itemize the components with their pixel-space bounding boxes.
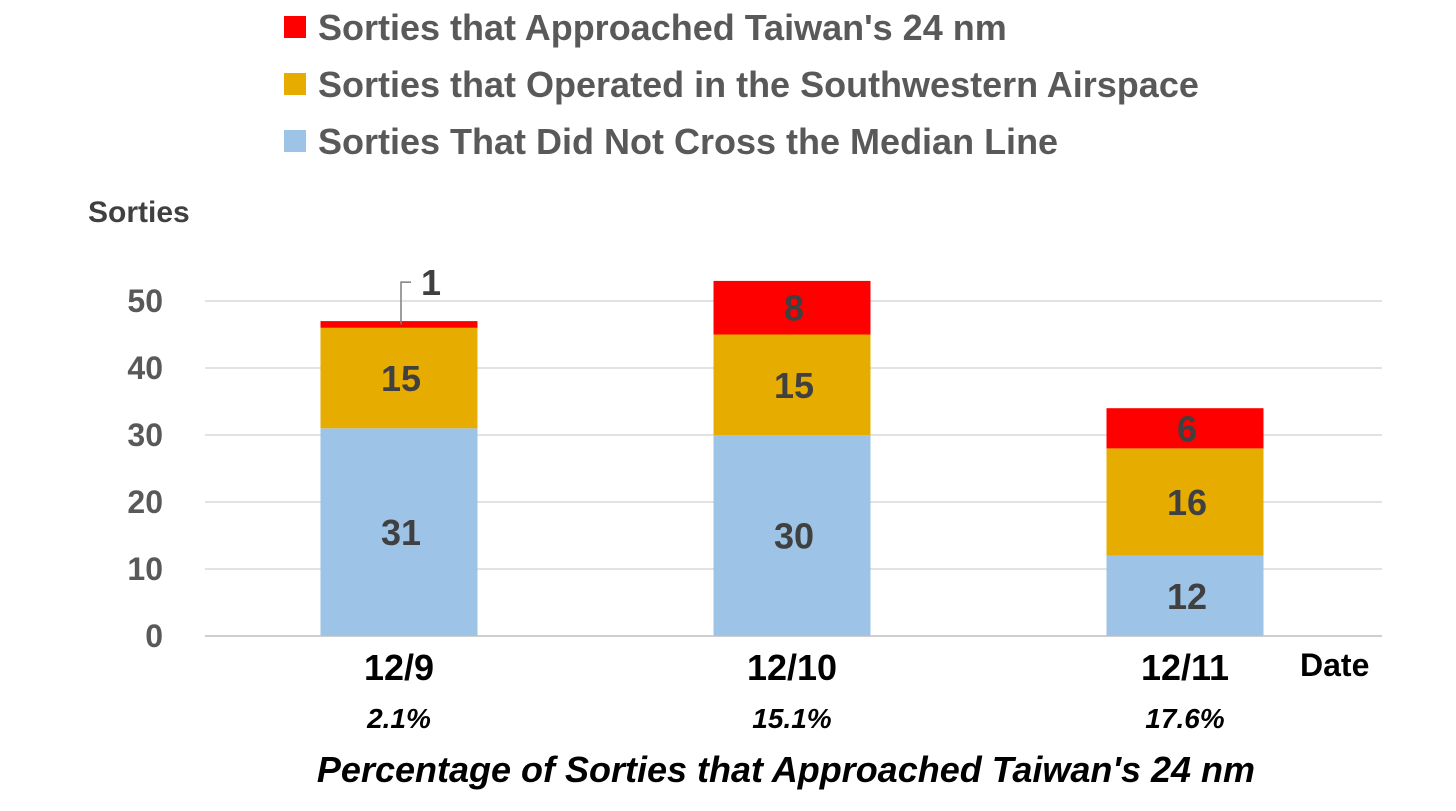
y-tick-label: 40 bbox=[127, 350, 163, 386]
bar-segment bbox=[713, 280, 871, 335]
data-label: 15 bbox=[774, 365, 814, 406]
x-tick-label: 12/10 bbox=[747, 647, 837, 688]
data-label: 1 bbox=[421, 262, 441, 303]
data-label: 12 bbox=[1167, 576, 1207, 617]
percentage-label: 17.6% bbox=[1145, 703, 1224, 734]
data-label: 30 bbox=[774, 516, 814, 557]
bar-segment bbox=[320, 321, 478, 328]
legend-label: Sorties that Approached Taiwan's 24 nm bbox=[318, 7, 1007, 48]
y-axis-ticks: 0 10 20 30 40 50 bbox=[127, 283, 163, 654]
x-axis-ticks: 12/9 2.1% 12/10 15.1% 12/11 17.6% bbox=[364, 647, 1229, 734]
percentage-label: 2.1% bbox=[366, 703, 431, 734]
y-tick-label: 20 bbox=[127, 484, 163, 520]
legend-label: Sorties that Operated in the Southwester… bbox=[318, 64, 1199, 105]
legend-swatch bbox=[284, 130, 306, 152]
data-label-leader bbox=[400, 281, 411, 325]
percentage-label: 15.1% bbox=[752, 703, 831, 734]
bar-segment bbox=[1106, 448, 1264, 556]
bar-segment bbox=[1106, 408, 1264, 449]
bar-segment bbox=[1106, 555, 1264, 636]
x-tick-label: 12/11 bbox=[1141, 647, 1229, 688]
bars: 31 15 1 30 15 8 12 16 6 bbox=[320, 262, 1264, 636]
data-label: 16 bbox=[1167, 482, 1207, 523]
data-label: 15 bbox=[381, 358, 421, 399]
x-tick-label: 12/9 bbox=[364, 647, 434, 688]
data-label: 8 bbox=[784, 288, 804, 329]
legend-swatch bbox=[284, 16, 306, 38]
y-tick-label: 30 bbox=[127, 417, 163, 453]
percentage-caption: Percentage of Sorties that Approached Ta… bbox=[317, 749, 1255, 790]
legend: Sorties that Approached Taiwan's 24 nm So… bbox=[284, 7, 1199, 162]
y-tick-label: 10 bbox=[127, 551, 163, 587]
y-axis-title: Sorties bbox=[88, 196, 190, 229]
bar-segment bbox=[320, 428, 478, 636]
legend-swatch bbox=[284, 73, 306, 95]
y-tick-label: 50 bbox=[127, 283, 163, 319]
data-label: 6 bbox=[1177, 408, 1197, 449]
x-axis-title: Date bbox=[1300, 647, 1369, 683]
bar-segment bbox=[713, 435, 871, 636]
legend-label: Sorties That Did Not Cross the Median Li… bbox=[318, 121, 1058, 162]
data-label: 31 bbox=[381, 512, 421, 553]
y-tick-label: 0 bbox=[145, 618, 163, 654]
bar-segment bbox=[320, 327, 478, 429]
bar-segment bbox=[713, 334, 871, 435]
